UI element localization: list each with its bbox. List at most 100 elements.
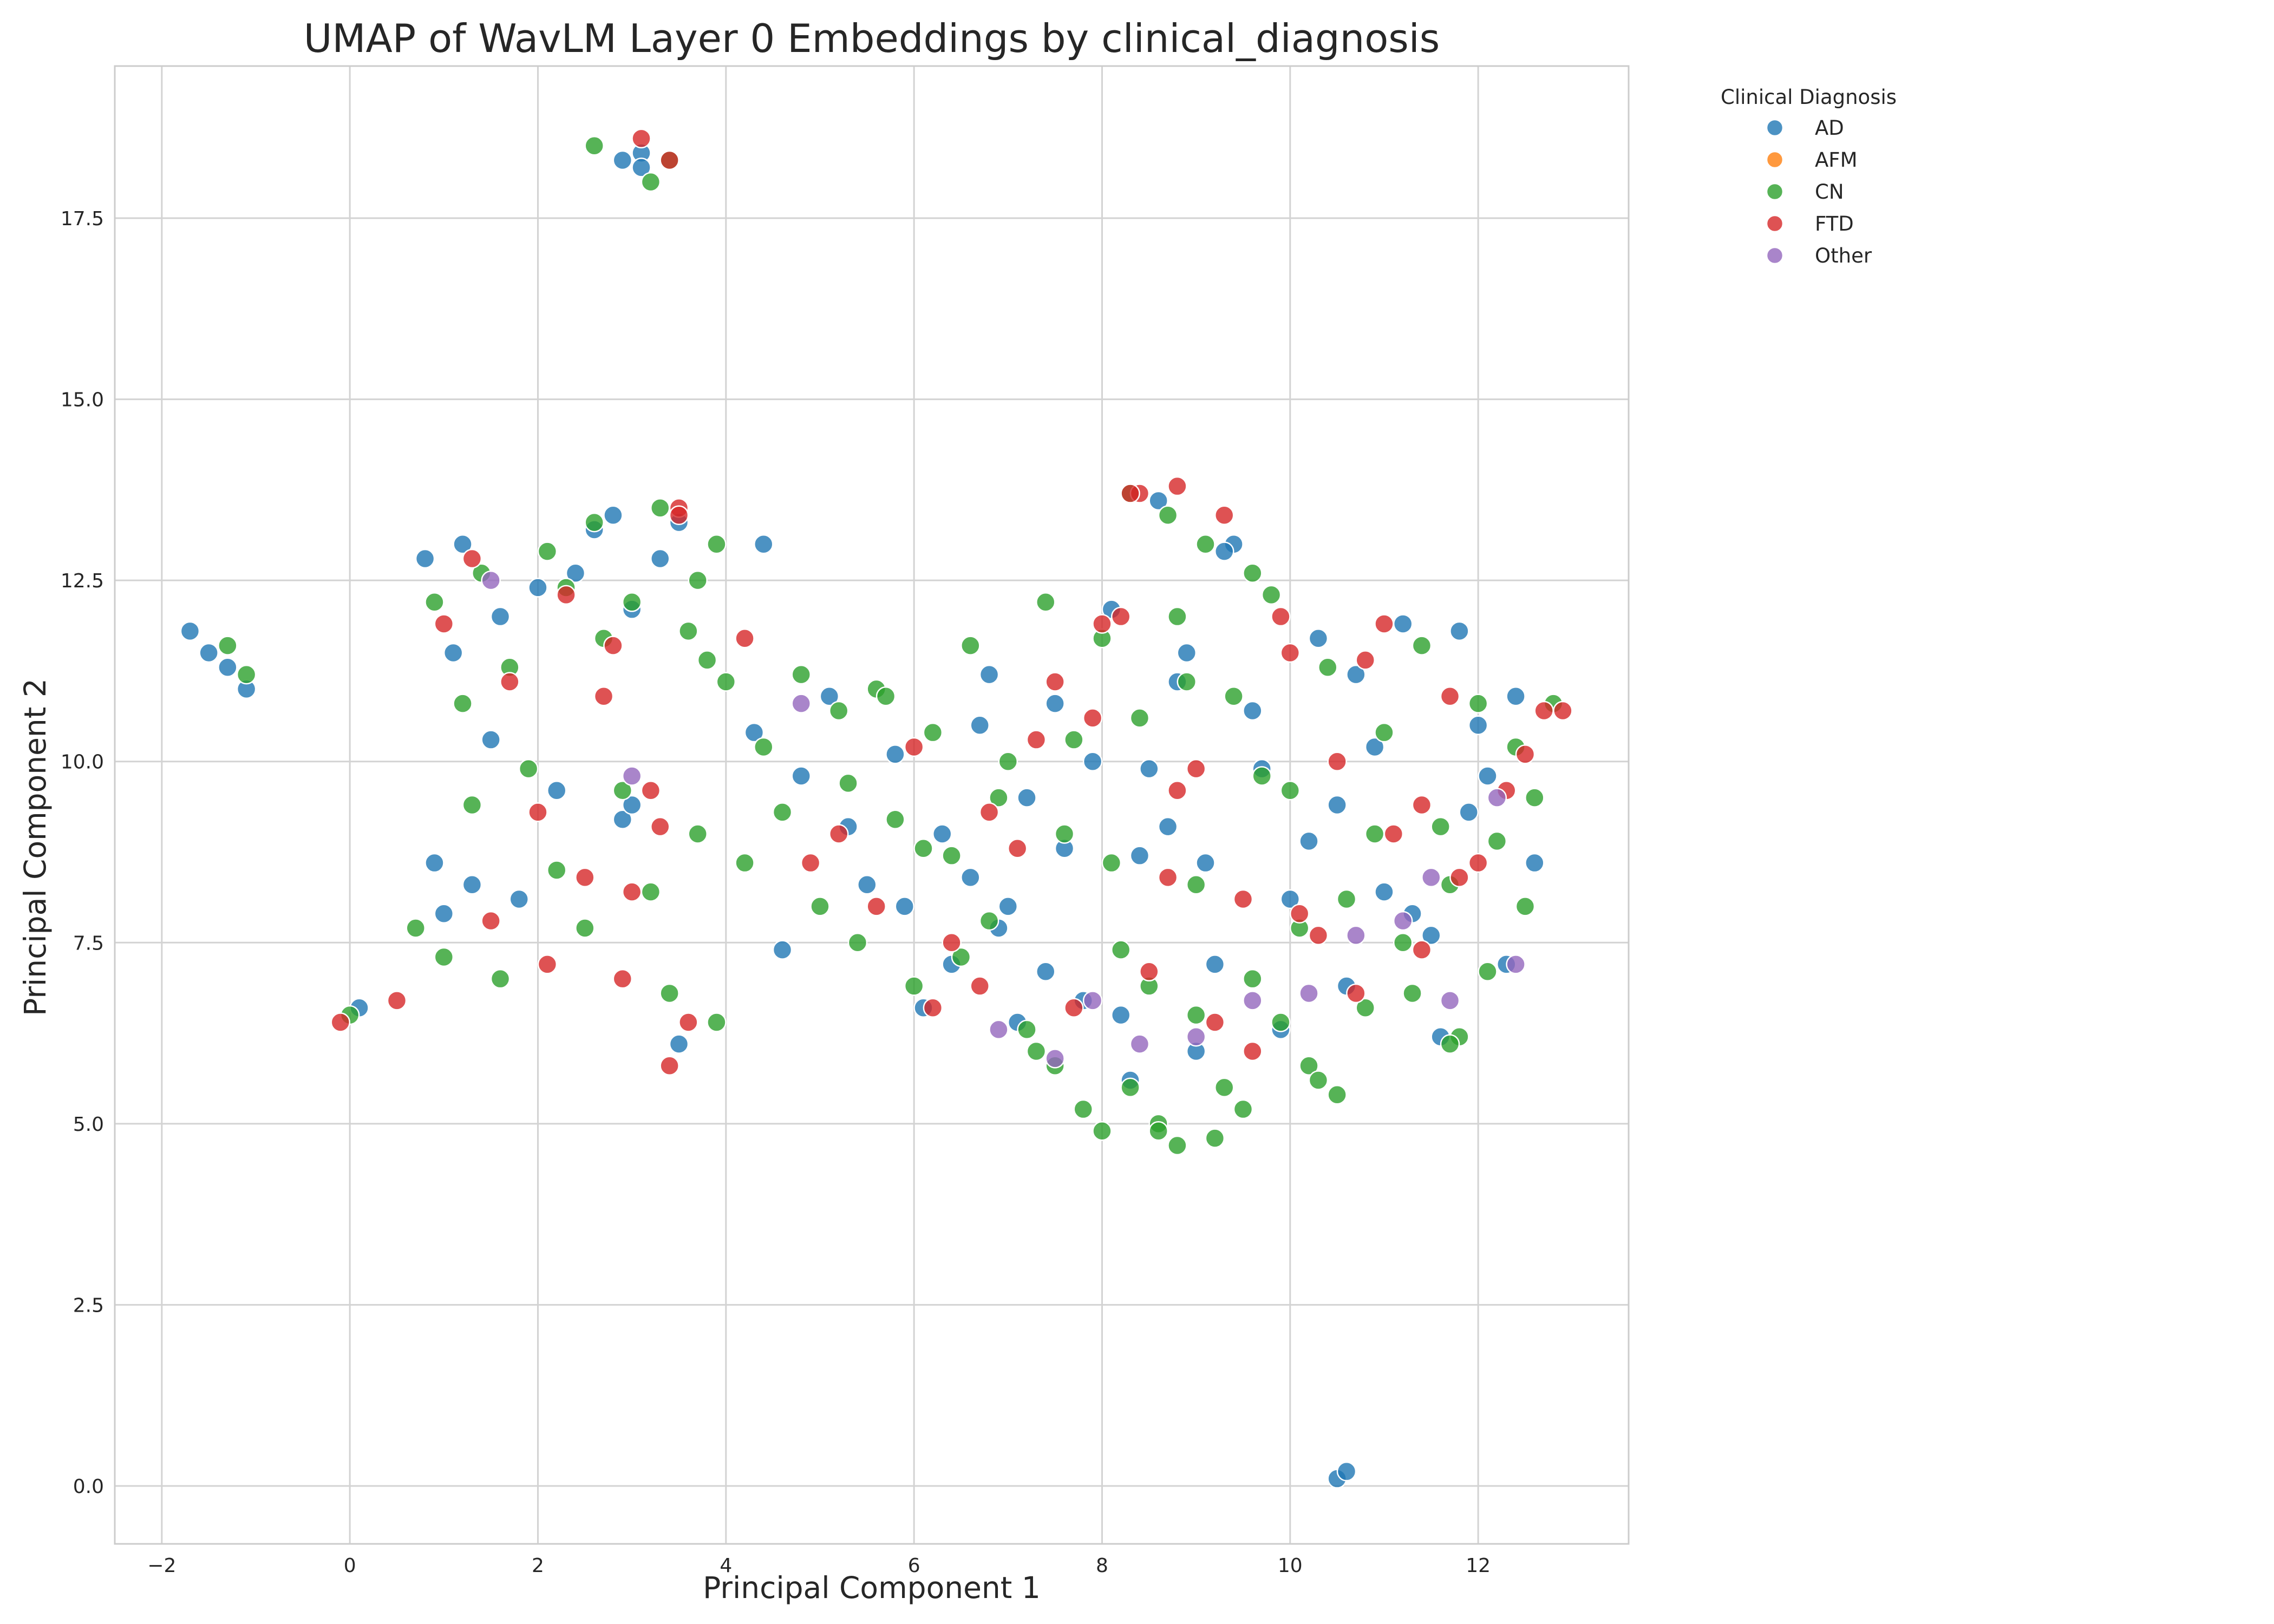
point-cn — [707, 534, 727, 554]
point-ftd — [1412, 795, 1432, 815]
point-ftd — [1280, 643, 1301, 663]
point-other — [1243, 991, 1263, 1011]
x-axis-title: Principal Component 1 — [703, 1570, 1041, 1605]
point-cn — [1252, 766, 1272, 786]
point-cn — [518, 758, 539, 779]
point-ad — [462, 874, 482, 895]
x-tick-label: 6 — [908, 1555, 920, 1577]
x-tick-label: 0 — [344, 1555, 356, 1577]
point-ad — [565, 563, 586, 584]
point-ad — [1393, 614, 1413, 634]
x-tick-label: 4 — [720, 1555, 732, 1577]
point-cn — [1299, 1056, 1319, 1076]
point-cn — [772, 802, 793, 822]
point-ftd — [1120, 483, 1140, 503]
point-ftd — [1468, 853, 1488, 873]
point-cn — [584, 135, 604, 156]
point-cn — [688, 570, 708, 591]
point-ad — [434, 903, 454, 924]
point-ftd — [387, 991, 407, 1011]
point-other — [1186, 1026, 1206, 1047]
point-ftd — [1167, 780, 1187, 801]
point-cn — [584, 512, 604, 533]
point-ad — [1214, 541, 1234, 561]
legend-label-ad: AD — [1815, 116, 1844, 140]
point-ftd — [1045, 672, 1065, 692]
point-ad — [1421, 925, 1441, 946]
point-ad — [744, 722, 764, 743]
point-ad — [490, 606, 511, 627]
point-ftd — [1243, 1041, 1263, 1062]
point-cn — [462, 795, 482, 815]
point-ad — [1045, 693, 1065, 713]
point-ad — [481, 730, 501, 750]
point-ftd — [904, 737, 924, 757]
point-ftd — [1271, 606, 1291, 627]
point-ftd — [1534, 700, 1554, 721]
point-ad — [218, 657, 238, 677]
point-cn — [960, 636, 981, 656]
point-ad — [528, 578, 548, 598]
legend-marker-ad — [1766, 119, 1784, 137]
point-ad — [1205, 954, 1225, 974]
point-ftd — [537, 954, 558, 974]
point-ftd — [1346, 983, 1366, 1004]
point-ad — [1139, 758, 1159, 779]
point-ftd — [556, 585, 576, 605]
legend-marker-other — [1766, 246, 1784, 265]
point-ftd — [1449, 867, 1469, 888]
point-cn — [979, 911, 999, 931]
point-ad — [1308, 628, 1329, 649]
point-ftd — [434, 614, 454, 634]
point-ad — [1177, 643, 1197, 663]
legend-title: Clinical Diagnosis — [1721, 86, 1897, 109]
point-cn — [1186, 1005, 1206, 1025]
point-ad — [998, 896, 1018, 916]
point-cn — [1129, 708, 1150, 728]
point-ftd — [1007, 839, 1028, 859]
point-cn — [546, 860, 567, 880]
point-ad — [1158, 816, 1178, 837]
point-cn — [838, 773, 858, 794]
point-cn — [1364, 824, 1385, 844]
chart-title: UMAP of WavLM Layer 0 Embeddings by clin… — [304, 16, 1440, 61]
point-cn — [1243, 563, 1263, 584]
point-ftd — [1440, 686, 1460, 706]
point-ad — [1374, 882, 1394, 902]
point-ad — [1459, 802, 1479, 822]
point-cn — [236, 664, 257, 685]
point-ad — [819, 686, 840, 706]
point-cn — [904, 976, 924, 996]
point-cn — [1336, 889, 1357, 909]
point-cn — [707, 1012, 727, 1032]
grid — [115, 66, 1629, 1544]
point-ftd — [500, 672, 520, 692]
point-ftd — [1186, 758, 1206, 779]
point-ftd — [650, 816, 670, 837]
point-ad — [1346, 664, 1366, 685]
point-ftd — [1110, 606, 1131, 627]
point-ftd — [1139, 961, 1159, 982]
point-ftd — [1233, 889, 1253, 909]
x-tick-label: −2 — [147, 1555, 176, 1577]
point-other — [1421, 867, 1441, 888]
y-tick-label: 5.0 — [73, 1114, 104, 1136]
point-ftd — [1082, 708, 1103, 728]
y-axis-ticks: 0.0 2.5 5.0 7.5 10.0 12.5 15.0 17.5 — [61, 208, 104, 1498]
point-ftd — [641, 780, 661, 801]
point-cn — [659, 983, 679, 1004]
point-ad — [453, 534, 473, 554]
point-ftd — [735, 628, 755, 649]
point-cn — [678, 621, 698, 641]
point-ftd — [669, 505, 689, 525]
point-cn — [989, 788, 1009, 808]
point-cn — [1148, 1121, 1168, 1141]
point-ftd — [942, 933, 962, 953]
point-other — [1487, 788, 1507, 808]
point-ad — [1468, 715, 1488, 736]
point-cn — [1195, 534, 1216, 554]
point-ftd — [1515, 744, 1535, 764]
point-ftd — [603, 636, 623, 656]
point-ftd — [866, 896, 886, 916]
point-ftd — [1214, 505, 1234, 525]
